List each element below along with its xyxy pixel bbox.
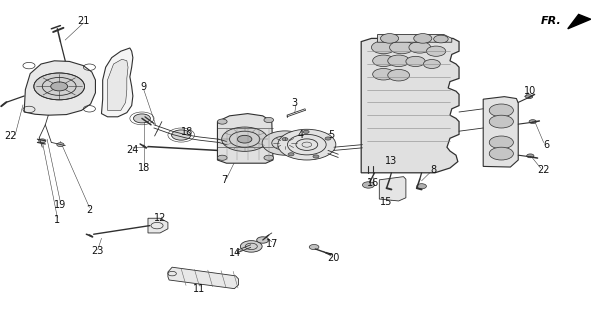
Circle shape xyxy=(282,138,288,141)
Text: 17: 17 xyxy=(266,239,278,249)
Circle shape xyxy=(362,182,374,188)
Text: 3: 3 xyxy=(292,98,298,108)
Polygon shape xyxy=(168,267,239,289)
Circle shape xyxy=(222,127,268,151)
Circle shape xyxy=(288,153,294,156)
Text: 13: 13 xyxy=(385,156,397,166)
Circle shape xyxy=(423,60,440,68)
Circle shape xyxy=(51,82,68,91)
Circle shape xyxy=(240,241,262,252)
Circle shape xyxy=(434,35,448,43)
Text: 1: 1 xyxy=(54,215,60,225)
Text: 18: 18 xyxy=(138,163,150,173)
Circle shape xyxy=(381,34,399,43)
Text: 23: 23 xyxy=(92,246,104,256)
Polygon shape xyxy=(483,97,518,167)
Text: 10: 10 xyxy=(524,86,536,96)
Circle shape xyxy=(373,55,394,67)
Text: 2: 2 xyxy=(86,204,92,215)
Circle shape xyxy=(417,184,426,189)
Text: 18: 18 xyxy=(181,127,193,137)
Circle shape xyxy=(409,42,431,53)
Circle shape xyxy=(34,73,85,100)
Circle shape xyxy=(390,41,414,54)
Text: 9: 9 xyxy=(141,82,147,92)
Circle shape xyxy=(57,143,64,147)
Text: 15: 15 xyxy=(381,197,393,207)
Circle shape xyxy=(309,244,319,250)
Circle shape xyxy=(133,114,150,123)
Circle shape xyxy=(172,130,191,140)
Circle shape xyxy=(489,115,513,128)
Text: 11: 11 xyxy=(193,284,205,294)
Circle shape xyxy=(529,120,536,124)
Polygon shape xyxy=(217,114,273,163)
Text: 20: 20 xyxy=(327,252,339,263)
Text: 4: 4 xyxy=(298,130,304,140)
Text: 14: 14 xyxy=(230,248,242,259)
Circle shape xyxy=(406,56,425,67)
Circle shape xyxy=(371,41,396,54)
Text: 24: 24 xyxy=(127,145,139,155)
Text: 22: 22 xyxy=(538,165,550,175)
Circle shape xyxy=(527,154,534,158)
Polygon shape xyxy=(361,38,459,173)
Circle shape xyxy=(257,237,269,243)
Circle shape xyxy=(426,46,446,56)
Text: 6: 6 xyxy=(544,140,550,150)
Circle shape xyxy=(388,69,410,81)
Circle shape xyxy=(262,131,308,155)
Circle shape xyxy=(414,34,432,43)
Text: 5: 5 xyxy=(328,130,334,140)
Text: 22: 22 xyxy=(5,131,17,141)
Circle shape xyxy=(489,104,513,117)
Text: 21: 21 xyxy=(77,16,89,26)
Text: 7: 7 xyxy=(222,175,228,185)
Circle shape xyxy=(217,119,227,124)
Text: 19: 19 xyxy=(54,200,66,210)
Circle shape xyxy=(373,68,394,80)
Circle shape xyxy=(387,184,396,189)
Polygon shape xyxy=(108,59,128,110)
Text: 16: 16 xyxy=(367,178,379,188)
Text: 12: 12 xyxy=(154,213,166,223)
Circle shape xyxy=(278,129,336,160)
Circle shape xyxy=(325,137,331,140)
Circle shape xyxy=(303,130,309,133)
Circle shape xyxy=(264,155,274,160)
Text: FR.: FR. xyxy=(541,16,561,26)
Circle shape xyxy=(279,140,291,146)
Circle shape xyxy=(388,55,410,67)
Circle shape xyxy=(39,139,46,143)
Polygon shape xyxy=(101,48,133,117)
Text: 8: 8 xyxy=(431,165,437,175)
Circle shape xyxy=(264,117,274,123)
Circle shape xyxy=(525,95,533,99)
Circle shape xyxy=(237,135,252,143)
Polygon shape xyxy=(148,218,168,233)
Circle shape xyxy=(489,136,513,149)
Circle shape xyxy=(217,155,227,160)
Polygon shape xyxy=(24,61,95,115)
Polygon shape xyxy=(379,177,406,201)
Polygon shape xyxy=(568,14,591,29)
Polygon shape xyxy=(378,35,452,42)
Circle shape xyxy=(489,147,513,160)
Circle shape xyxy=(313,155,319,158)
